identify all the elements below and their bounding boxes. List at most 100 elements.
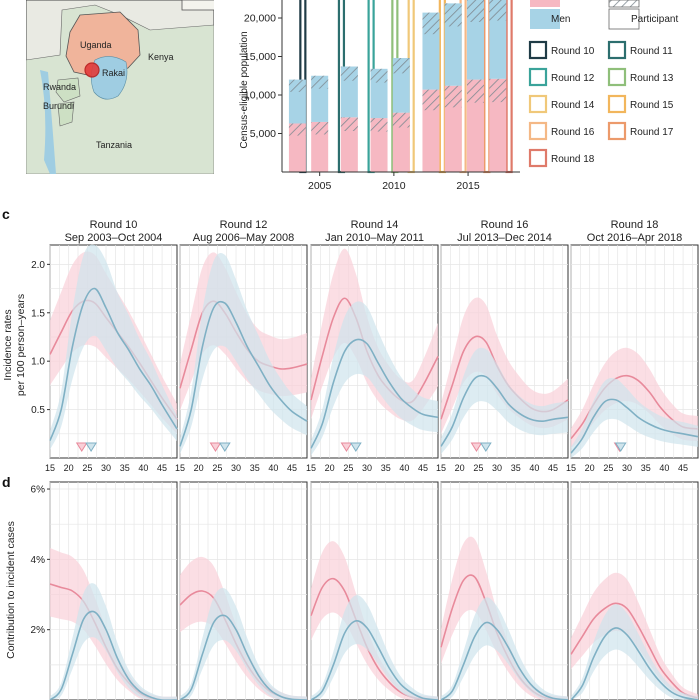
bar-men-hatch	[466, 0, 484, 22]
bar-men-hatch	[288, 79, 306, 92]
xtick-label: 30	[101, 463, 111, 473]
contribution-ylabel: Contribution to incident cases	[5, 521, 17, 659]
legend-round-label: Round 15	[630, 100, 674, 111]
round-period-outline	[483, 0, 491, 174]
bar-women-hatch	[444, 85, 462, 108]
bar-men-hatch	[311, 75, 329, 89]
women-uncertainty-band	[311, 248, 438, 422]
bar-men-hatch	[340, 66, 358, 81]
xtick-label: 40	[268, 463, 278, 473]
bar-women-hatch	[288, 123, 306, 136]
ytick-label: 1.0	[31, 357, 45, 368]
men-uncertainty-band	[50, 244, 177, 450]
men-uncertainty-band	[571, 378, 698, 458]
xtick-label: 40	[529, 463, 539, 473]
bar-men-hatch	[489, 0, 507, 21]
xtick-label: 35	[120, 463, 130, 473]
xtick-label: 15	[45, 463, 55, 473]
bar-men-hatch	[392, 58, 410, 74]
subpanel-3	[310, 481, 439, 700]
xtick-label: 15	[566, 463, 576, 473]
men-uncertainty-band	[571, 604, 698, 700]
xtick-label: 20	[585, 463, 595, 473]
legend-round-label: Round 16	[551, 127, 595, 138]
xtick-label: 20	[325, 463, 335, 473]
map-label-kenya: Kenya	[148, 52, 174, 62]
men-uncertainty-band	[311, 301, 438, 456]
men-median-age-marker	[85, 442, 97, 452]
legend-hatch-swatch	[608, 0, 640, 8]
xtick-label: 25	[212, 463, 222, 473]
women-median-age-marker	[75, 442, 88, 452]
men-median-age-marker	[479, 442, 492, 452]
men-line	[179, 300, 308, 447]
map-label-rwanda: Rwanda	[43, 82, 76, 92]
subpanel-2	[179, 481, 308, 700]
xtick-label: 40	[659, 463, 669, 473]
bar-ytick-label: 5,000	[250, 128, 276, 140]
subpanel-subtitle: Jan 2010–May 2011	[325, 232, 424, 244]
xtick-label: 15	[175, 463, 185, 473]
men-uncertainty-band	[441, 347, 568, 455]
map-inset	[181, 0, 214, 11]
women-median-age-marker	[209, 442, 222, 452]
legend-round-label: Round 10	[551, 46, 595, 57]
xtick-label: 35	[250, 463, 260, 473]
legend-round-swatch	[607, 67, 627, 87]
xtick-label: 45	[418, 463, 428, 473]
subpanel-subtitle: Aug 2006–May 2008	[193, 232, 295, 244]
men-uncertainty-band	[50, 583, 177, 700]
legend-round-label: Round 13	[630, 73, 674, 84]
women-uncertainty-band	[180, 556, 307, 700]
xtick-label: 15	[436, 463, 446, 473]
bar-women-hatch	[466, 79, 484, 103]
men-line	[570, 398, 699, 454]
xtick-label: 35	[381, 463, 391, 473]
map-panel: Uganda Kenya Rakai Rwanda Burundi Tanzan…	[26, 0, 214, 174]
xtick-label: 30	[622, 463, 632, 473]
xtick-label: 45	[157, 463, 167, 473]
xtick-label: 30	[492, 463, 502, 473]
map-region-burundi	[57, 101, 75, 127]
legend-men-swatch	[530, 9, 560, 29]
rakai-marker	[84, 62, 100, 78]
subpanel-title: Round 16	[481, 219, 529, 231]
xtick-label: 15	[306, 463, 316, 473]
women-median-age-marker	[470, 442, 483, 452]
round-period-outline	[505, 0, 513, 174]
subpanel-1	[49, 481, 178, 700]
men-line	[49, 287, 178, 441]
subpanel-subtitle: Oct 2016–Apr 2018	[587, 232, 682, 244]
xtick-label: 20	[455, 463, 465, 473]
women-uncertainty-band	[311, 541, 438, 700]
women-uncertainty-band	[441, 536, 568, 700]
subpanel-4	[440, 481, 569, 700]
bar-men-hatch	[370, 68, 388, 83]
bar-ytick-label: 15,000	[244, 51, 276, 63]
ytick-label: 2%	[31, 625, 46, 636]
legend-round-swatch	[528, 121, 548, 141]
xtick-label: 35	[641, 463, 651, 473]
legend: Men Participant Round 10 Round 11 Round 12…	[528, 0, 678, 168]
ytick-label: 1.5	[31, 308, 45, 319]
map-label-uganda: Uganda	[80, 40, 112, 50]
men-median-age-marker	[218, 442, 231, 452]
xtick-label: 45	[548, 463, 558, 473]
xtick-label: 40	[138, 463, 148, 473]
men-line	[49, 610, 177, 700]
bar-ylabel: Census-eligible population	[239, 31, 250, 148]
xtick-label: 45	[287, 463, 297, 473]
contribution-panels: 2% 4% 6%	[31, 481, 699, 700]
map-label-rakai: Rakai	[102, 68, 125, 78]
ytick-label: 0.5	[31, 405, 45, 416]
map-label-tanzania: Tanzania	[96, 140, 132, 150]
bar-men-hatch	[444, 3, 462, 27]
bar-women-hatch	[422, 89, 440, 111]
men-uncertainty-band	[441, 597, 568, 700]
